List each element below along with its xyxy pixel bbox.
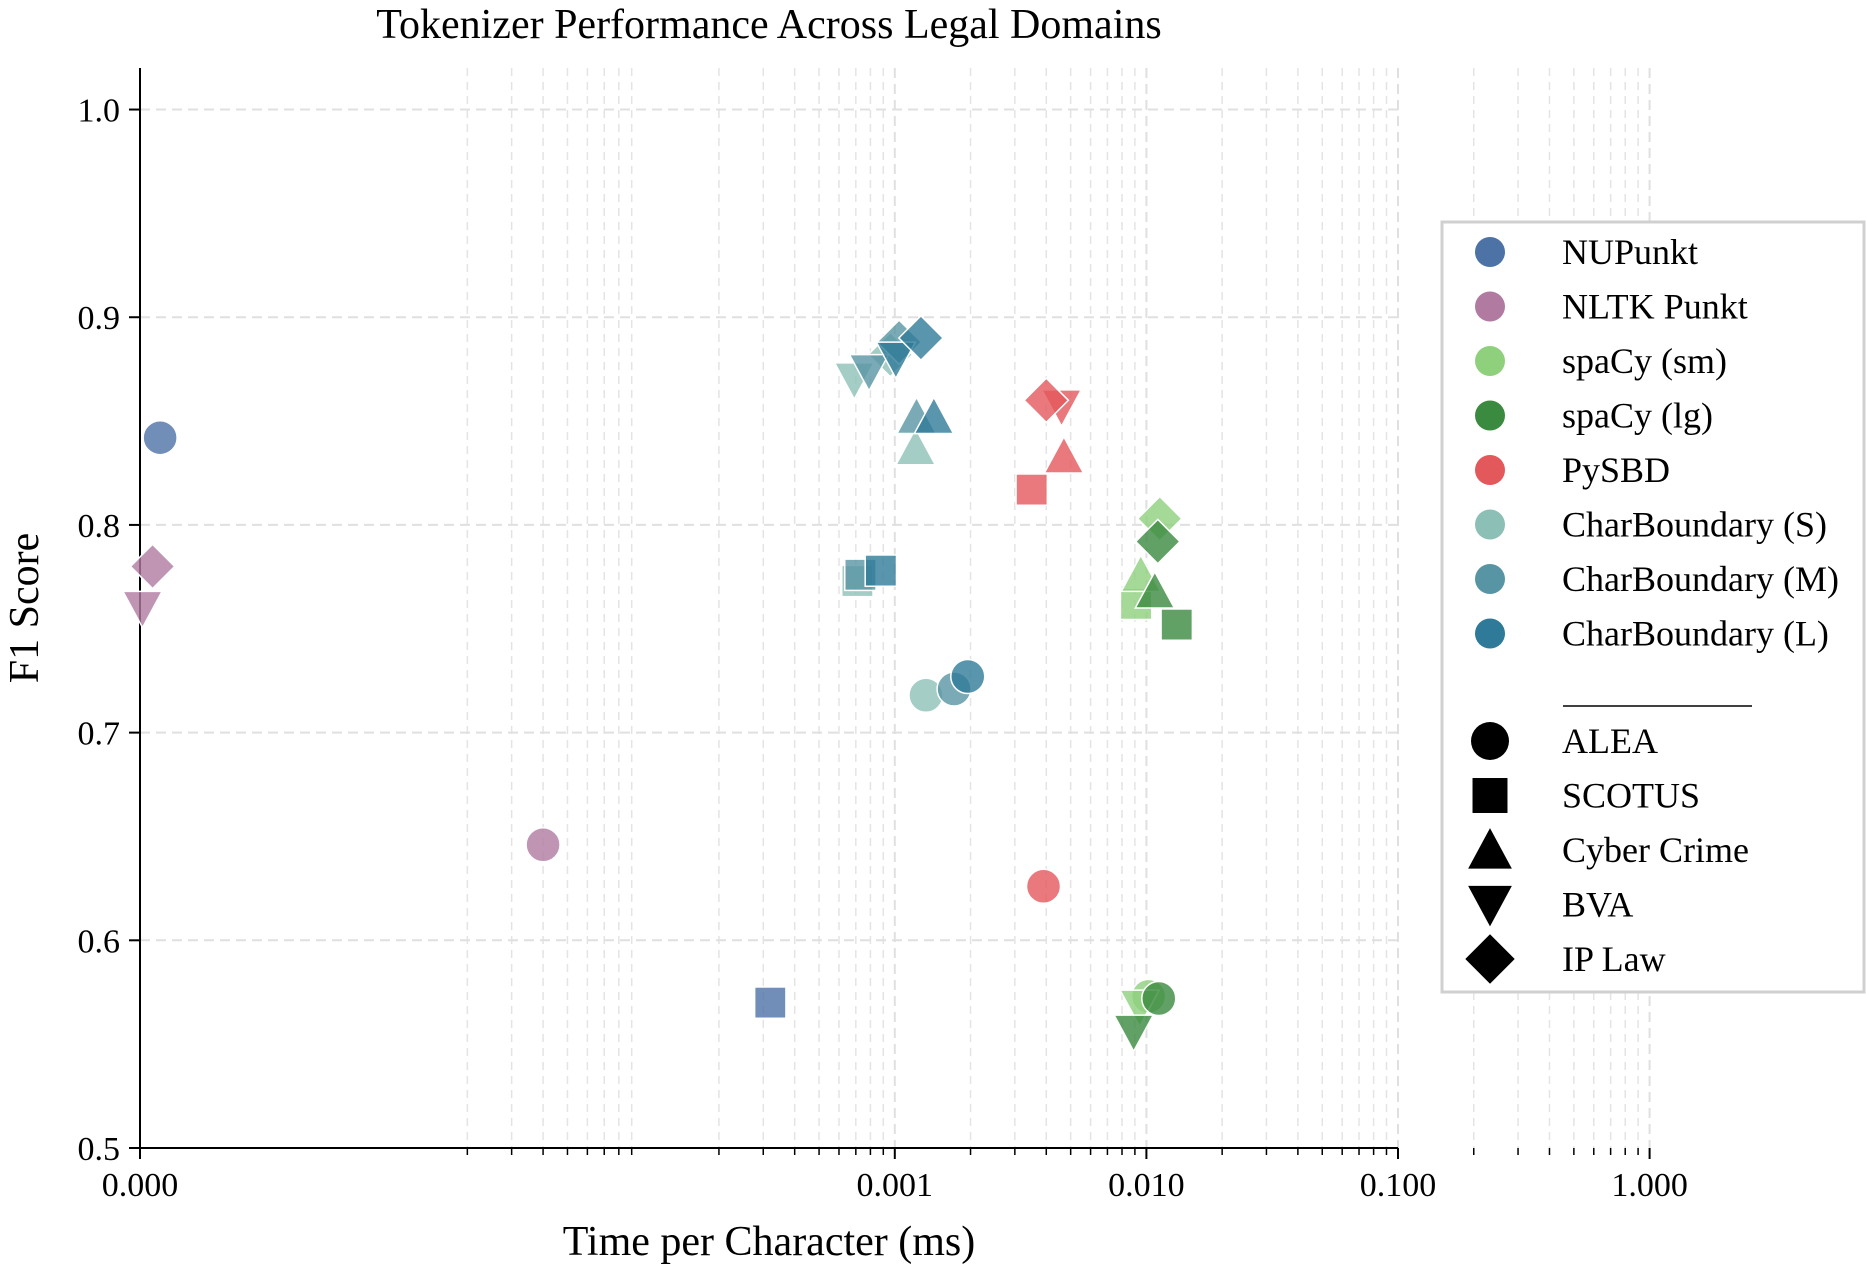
point-nltk-punkt-ip-law — [129, 543, 176, 590]
point-charboundary-l-scotus — [864, 554, 898, 588]
legend-domain-marker — [1468, 828, 1512, 869]
series-group — [864, 314, 986, 695]
legend-series-marker — [1475, 400, 1505, 431]
legend-domain-marker — [1472, 778, 1508, 813]
y-axis-label: F1 Score — [2, 533, 48, 684]
legend-domain-marker — [1468, 885, 1512, 927]
point-nltk-punkt-alea — [525, 827, 561, 863]
legend-domain-label: BVA — [1562, 885, 1633, 925]
legend-series-label: CharBoundary (S) — [1562, 505, 1827, 545]
point-spacy-lg-scotus — [1160, 608, 1194, 642]
y-tick-label: 0.5 — [78, 1131, 121, 1168]
series-group — [1015, 377, 1085, 905]
chart-title: Tokenizer Performance Across Legal Domai… — [376, 2, 1161, 48]
series-group — [142, 419, 787, 1020]
legend-domain-label: IP Law — [1562, 939, 1666, 979]
y-tick-label: 0.6 — [78, 923, 121, 960]
point-nltk-punkt-bva — [121, 590, 164, 630]
legend-domain-marker — [1465, 934, 1515, 984]
point-spacy-lg-alea — [1141, 980, 1177, 1017]
x-axis-label: Time per Character (ms) — [563, 1219, 976, 1265]
legend-series-marker — [1475, 509, 1505, 540]
point-charboundary-l-cyber-crime — [913, 395, 955, 435]
x-tick-label: 1.000 — [1611, 1167, 1688, 1204]
point-pysbd-scotus — [1015, 473, 1049, 507]
legend-series-label: CharBoundary (M) — [1562, 559, 1839, 599]
legend-series-marker — [1475, 237, 1505, 267]
legend-domain-marker — [1471, 722, 1509, 760]
y-tick-label: 1.0 — [78, 93, 121, 130]
legend-series-label: NLTK Punkt — [1562, 287, 1748, 327]
y-tick-label: 0.9 — [78, 300, 121, 337]
point-charboundary-l-ip-law — [897, 314, 945, 362]
legend-series-entries: NUPunkt NLTK Punkt spaCy (sm) spaCy (lg) PyS… — [1475, 232, 1839, 654]
legend-box — [1440, 220, 1866, 994]
legend-series-marker — [1475, 564, 1505, 594]
data-points — [121, 314, 1194, 1053]
legend-series-label: CharBoundary (L) — [1562, 614, 1829, 654]
legend: NUPunkt NLTK Punkt spaCy (sm) spaCy (lg) PyS… — [1440, 220, 1866, 994]
x-tick-label: 0.010 — [1108, 1167, 1185, 1204]
point-spacy-lg-cyber-crime — [1134, 570, 1176, 609]
legend-domain-entries: ALEA SCOTUS Cyber Crime BVA IP Law — [1465, 721, 1749, 984]
y-tick-label: 0.7 — [78, 716, 121, 753]
x-tick-label: 0.001 — [857, 1167, 934, 1204]
point-charboundary-s-cyber-crime — [894, 426, 937, 466]
series-group — [1112, 518, 1194, 1053]
tick-marks: 0.000 0.001 0.010 0.100 1.000 0.5 0.6 0.7 0.8 0.9… — [78, 93, 1688, 1204]
point-charboundary-l-bva — [875, 341, 917, 380]
point-nupunkt-alea — [142, 419, 178, 456]
point-pysbd-cyber-crime — [1043, 435, 1085, 474]
legend-series-marker — [1475, 455, 1505, 485]
legend-domain-label: ALEA — [1562, 721, 1658, 761]
legend-series-label: spaCy (lg) — [1562, 396, 1713, 436]
legend-series-marker — [1475, 618, 1505, 649]
y-tick-label: 0.8 — [78, 508, 121, 545]
legend-series-label: spaCy (sm) — [1562, 341, 1727, 381]
point-spacy-lg-bva — [1112, 1014, 1155, 1053]
legend-series-label: NUPunkt — [1562, 232, 1698, 272]
legend-series-label: PySBD — [1562, 450, 1670, 490]
x-tick-label: 0.000 — [102, 1167, 179, 1204]
legend-domain-label: SCOTUS — [1562, 776, 1700, 816]
point-nupunkt-scotus — [753, 986, 787, 1020]
point-spacy-lg-ip-law — [1134, 518, 1181, 565]
point-charboundary-m-bva — [848, 353, 890, 393]
point-charboundary-l-alea — [950, 658, 986, 695]
legend-series-marker — [1475, 346, 1505, 376]
legend-domain-label: Cyber Crime — [1562, 830, 1749, 870]
x-tick-label: 0.100 — [1360, 1167, 1437, 1204]
series-group — [121, 543, 561, 863]
legend-series-marker — [1475, 291, 1505, 322]
point-pysbd-ip-law — [1023, 377, 1070, 424]
point-pysbd-alea — [1025, 868, 1062, 905]
